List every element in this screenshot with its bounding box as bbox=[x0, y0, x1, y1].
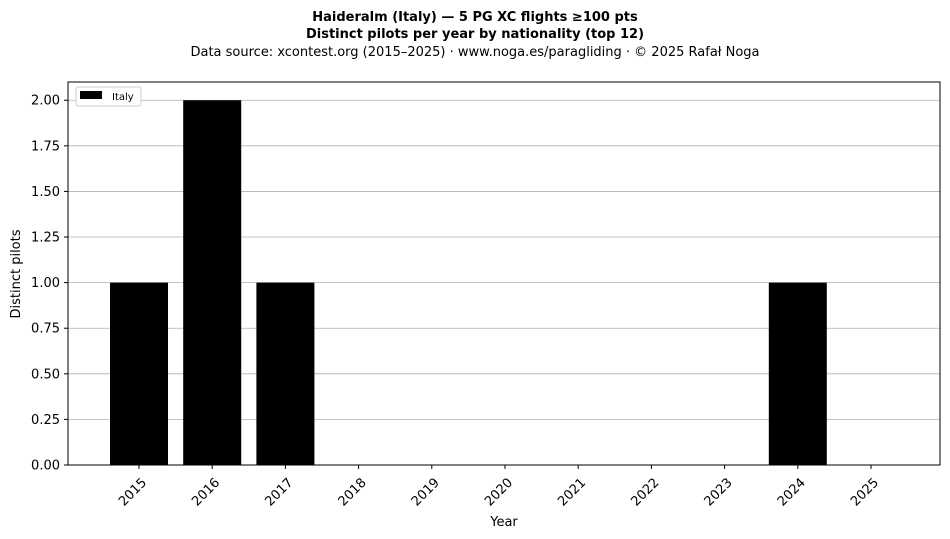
x-ticks: 2015 2016 2017 2018 2019 2020 2021 2022 2023 2024… bbox=[116, 465, 882, 509]
y-ticks: 0.00 0.25 0.50 0.75 1.00 1.25 1.50 1.75 2.00 bbox=[31, 94, 68, 474]
y-tick-label: 0.75 bbox=[31, 322, 60, 337]
x-tick-label-2024: 2024 bbox=[775, 475, 809, 509]
bar-2015 bbox=[110, 282, 168, 465]
x-tick-label-2018: 2018 bbox=[336, 475, 370, 509]
x-axis-label: Year bbox=[489, 515, 518, 530]
y-tick-label: 2.00 bbox=[31, 94, 60, 109]
x-tick-label-2020: 2020 bbox=[482, 475, 516, 509]
x-tick-label-2015: 2015 bbox=[116, 475, 150, 509]
plot-frame bbox=[67, 81, 941, 466]
legend-swatch-italy bbox=[80, 91, 102, 99]
y-tick-label: 1.75 bbox=[31, 139, 60, 154]
x-tick-label-2019: 2019 bbox=[409, 475, 443, 509]
x-tick-label-2017: 2017 bbox=[262, 475, 296, 509]
x-tick-label-2022: 2022 bbox=[628, 475, 662, 509]
x-tick-label-2016: 2016 bbox=[189, 475, 223, 509]
y-tick-label: 0.25 bbox=[31, 413, 60, 428]
y-tick-label: 1.25 bbox=[31, 231, 60, 246]
x-tick-label-2025: 2025 bbox=[848, 475, 882, 509]
x-tick-label-2023: 2023 bbox=[702, 475, 736, 509]
y-tick-label: 1.50 bbox=[31, 185, 60, 200]
chart-title-line1: Haideralm (Italy) — 5 PG XC flights ≥100… bbox=[312, 10, 638, 25]
y-tick-label: 0.00 bbox=[31, 459, 60, 474]
x-tick-label-2021: 2021 bbox=[555, 475, 589, 509]
bar-2024 bbox=[768, 282, 827, 465]
y-tick-label: 0.50 bbox=[31, 367, 60, 382]
bars bbox=[110, 100, 827, 465]
chart-subtitle: Data source: xcontest.org (2015–2025) · … bbox=[190, 45, 759, 60]
y-axis-label: Distinct pilots bbox=[9, 229, 24, 318]
bar-2017 bbox=[256, 282, 315, 465]
legend: Italy bbox=[75, 86, 142, 107]
bar-2016 bbox=[183, 100, 242, 465]
y-tick-label: 1.00 bbox=[31, 276, 60, 291]
chart-title-line2: Distinct pilots per year by nationality … bbox=[306, 27, 644, 42]
legend-label-italy: Italy bbox=[112, 92, 134, 103]
